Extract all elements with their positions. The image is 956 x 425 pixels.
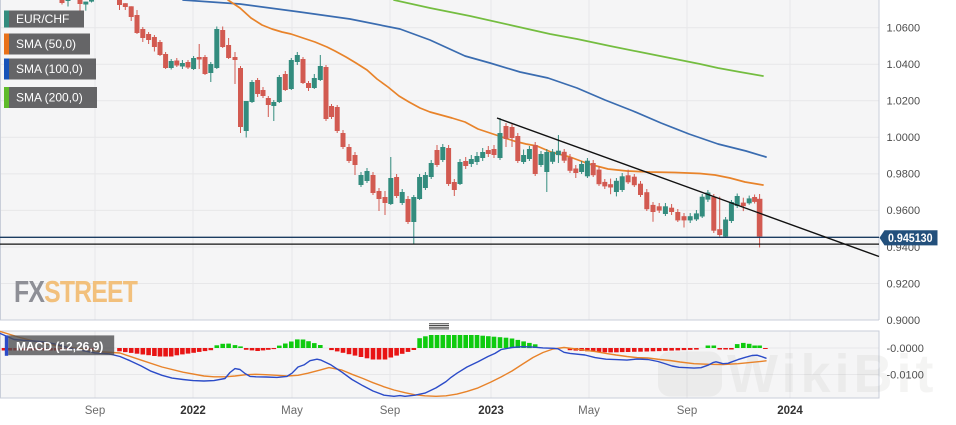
svg-text:Sep: Sep [380, 405, 400, 417]
svg-text:1.0600: 1.0600 [887, 23, 921, 35]
svg-text:Sep: Sep [677, 405, 697, 417]
svg-text:0.9200: 0.9200 [887, 278, 921, 290]
svg-text:-0.0000: -0.0000 [887, 343, 924, 355]
svg-text:0.945130: 0.945130 [888, 233, 933, 245]
svg-text:0.9800: 0.9800 [887, 169, 921, 181]
svg-text:2023: 2023 [478, 405, 504, 417]
svg-text:1.0200: 1.0200 [887, 96, 921, 108]
svg-text:EUR/CHF: EUR/CHF [16, 12, 69, 26]
svg-text:SMA (200,0): SMA (200,0) [16, 91, 83, 105]
svg-text:2022: 2022 [180, 405, 206, 417]
svg-text:0.9600: 0.9600 [887, 205, 921, 217]
svg-text:WikiBit: WikiBit [727, 344, 938, 404]
svg-text:May: May [578, 405, 600, 417]
svg-text:2024: 2024 [777, 405, 803, 417]
svg-text:SMA (50,0): SMA (50,0) [16, 37, 76, 51]
svg-text:Sep: Sep [85, 405, 105, 417]
svg-text:SMA (100,0): SMA (100,0) [16, 62, 83, 76]
svg-text:1.0000: 1.0000 [887, 132, 921, 144]
svg-text:May: May [281, 405, 303, 417]
svg-text:MACD (12,26,9): MACD (12,26,9) [16, 339, 103, 353]
svg-text:1.0400: 1.0400 [887, 59, 921, 71]
svg-text:FXSTREET: FXSTREET [14, 274, 138, 308]
svg-text:-0.0100: -0.0100 [887, 369, 924, 381]
svg-text:0.9000: 0.9000 [887, 315, 921, 327]
